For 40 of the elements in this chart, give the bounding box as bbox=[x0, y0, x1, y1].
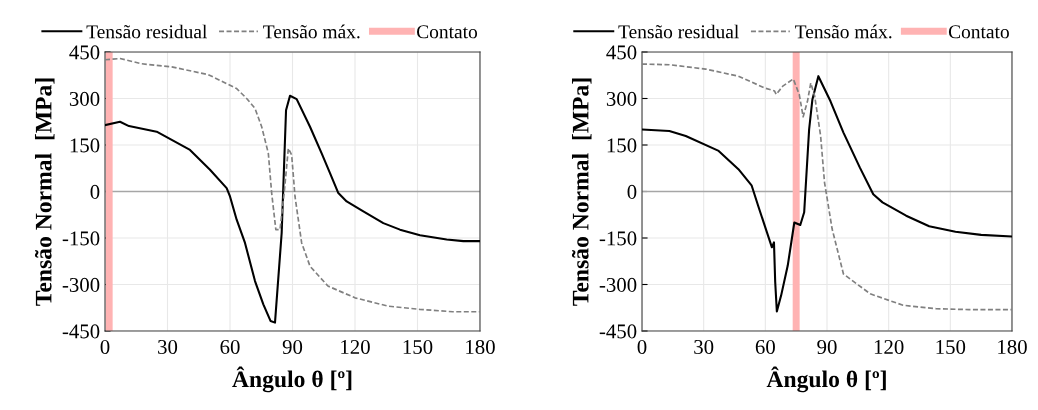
x-tick-label: 180 bbox=[466, 339, 495, 354]
y-tick-label: 0 bbox=[90, 184, 100, 199]
legend-label: Contato bbox=[417, 25, 478, 39]
x-tick-label: 180 bbox=[998, 339, 1027, 354]
x-axis-title: Ângulo θ [º] bbox=[766, 366, 886, 393]
x-tick-label: 0 bbox=[637, 339, 647, 354]
y-tick-label: 300 bbox=[606, 91, 637, 106]
y-tick-label: -450 bbox=[599, 324, 637, 339]
line-series bbox=[105, 57, 480, 313]
line-series bbox=[105, 94, 480, 324]
legend-label: Tensão residual bbox=[618, 24, 739, 39]
x-tick-label: 60 bbox=[220, 339, 240, 354]
x-tick-label: 120 bbox=[874, 339, 904, 354]
y-tick-label: -300 bbox=[599, 277, 637, 292]
y-axis-title: Tensão Normal [MPa] bbox=[34, 78, 55, 306]
x-tick-label: 60 bbox=[755, 339, 775, 354]
y-axis-title: Tensão Normal [MPa] bbox=[571, 78, 592, 306]
x-tick-label: 30 bbox=[158, 339, 178, 354]
x-tick-label: 0 bbox=[100, 339, 110, 354]
y-tick-label: 450 bbox=[69, 45, 100, 60]
y-tick-label: -300 bbox=[62, 277, 100, 292]
y-tick-label: 150 bbox=[607, 138, 637, 153]
y-tick-label: -150 bbox=[599, 231, 637, 246]
x-tick-label: 150 bbox=[936, 339, 966, 354]
y-tick-label: 300 bbox=[69, 91, 100, 106]
y-tick-label: 450 bbox=[606, 45, 637, 60]
y-tick-label: -150 bbox=[62, 231, 100, 246]
x-axis-title: Ângulo θ [º] bbox=[232, 366, 352, 393]
y-tick-label: 0 bbox=[627, 184, 637, 199]
x-tick-label: 30 bbox=[694, 339, 714, 354]
legend-label: Tensão máx. bbox=[263, 24, 360, 39]
x-tick-label: 120 bbox=[341, 339, 370, 354]
y-tick-label: -450 bbox=[62, 324, 100, 339]
legend-label: Contato bbox=[948, 25, 1009, 39]
legend-label: Tensão máx. bbox=[795, 24, 892, 39]
x-tick-label: 150 bbox=[403, 339, 433, 354]
legend-label: Tensão residual bbox=[86, 24, 207, 39]
x-tick-label: 90 bbox=[817, 339, 837, 354]
x-tick-label: 90 bbox=[282, 339, 303, 354]
y-tick-label: 150 bbox=[70, 138, 100, 153]
